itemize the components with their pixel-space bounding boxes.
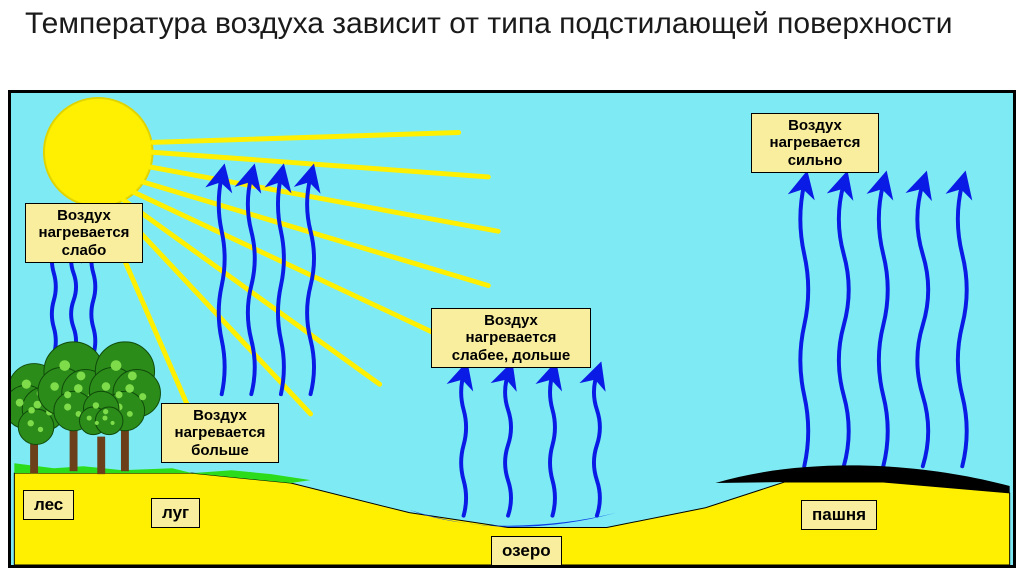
info-box-field: Воздух нагревается сильно <box>751 113 879 173</box>
info-text: Воздух <box>168 407 272 424</box>
slide-title: Температура воздуха зависит от типа подс… <box>25 5 994 43</box>
info-box-meadow: Воздух нагревается больше <box>161 403 279 463</box>
info-text: больше <box>168 442 272 459</box>
info-text: Воздух <box>758 117 872 134</box>
diagram-frame: Воздух нагревается слабо Воздух нагревае… <box>8 90 1016 568</box>
info-text: слабее, дольше <box>438 347 584 364</box>
info-text: сильно <box>758 152 872 169</box>
slide: Температура воздуха зависит от типа подс… <box>0 0 1024 576</box>
terrain-label-forest: лес <box>23 490 74 520</box>
info-text: слабо <box>32 242 136 259</box>
info-text: нагревается <box>758 134 872 151</box>
terrain-label-meadow: луг <box>151 498 200 528</box>
info-text: Воздух <box>32 207 136 224</box>
terrain-label-lake: озеро <box>491 536 562 566</box>
info-text: нагревается <box>168 424 272 441</box>
info-text: нагревается <box>438 329 584 346</box>
info-text: нагревается <box>32 224 136 241</box>
info-text: Воздух <box>438 312 584 329</box>
info-box-forest: Воздух нагревается слабо <box>25 203 143 263</box>
terrain-label-field: пашня <box>801 500 877 530</box>
info-box-lake: Воздух нагревается слабее, дольше <box>431 308 591 368</box>
